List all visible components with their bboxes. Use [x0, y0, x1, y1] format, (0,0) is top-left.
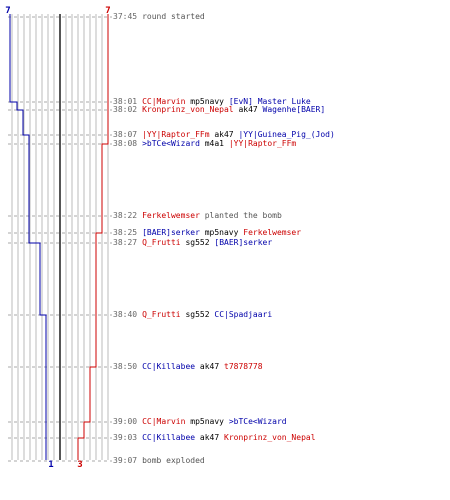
event-row: 38:22 Ferkelwemser planted the bomb — [113, 211, 282, 221]
t-alive-line — [77, 14, 109, 460]
event-row: 38:02 Kronprinz_von_Nepal ak47 Wagenhe[BA… — [113, 105, 325, 115]
t-player-name: Q_Frutti — [142, 310, 181, 319]
event-guide-dashes — [8, 16, 112, 462]
event-row: 39:03 CC|Killabee ak47 Kronprinz_von_Nepa… — [113, 433, 316, 443]
ct-player-name: [BAER]serker — [142, 228, 200, 237]
t-start-count: 7 — [105, 6, 110, 16]
ct-alive-line — [9, 14, 47, 460]
ct-end-count: 1 — [48, 460, 53, 470]
event-time: 37:45 — [113, 12, 138, 21]
event-time: 39:00 — [113, 417, 138, 426]
t-player-name: CC|Marvin — [142, 417, 186, 426]
ct-player-name: CC|Killabee — [142, 362, 196, 371]
t-player-name: |YY|Raptor_FFm — [228, 139, 297, 148]
event-time: 38:07 — [113, 130, 138, 139]
event-time: 39:03 — [113, 433, 138, 442]
event-time: 38:08 — [113, 139, 138, 148]
weapon-name: ak47 — [199, 433, 220, 442]
event-row: 39:07 bomb exploded — [113, 456, 205, 466]
event-row: 38:40 Q_Frutti sg552 CC|Spadjaari — [113, 310, 272, 320]
event-row: 38:08 >bTCe<Wizard m4a1 |YY|Raptor_FFm — [113, 139, 296, 149]
t-player-name: Q_Frutti — [142, 238, 181, 247]
event-time: 38:40 — [113, 310, 138, 319]
event-row: 38:25 [BAER]serker mp5navy Ferkelwemser — [113, 228, 301, 238]
t-player-name: Kronprinz_von_Nepal — [142, 105, 234, 114]
ct-start-count: 7 — [5, 6, 10, 16]
weapon-name: mp5navy — [204, 228, 239, 237]
t-player-name: |YY|Raptor_FFm — [142, 130, 210, 139]
round-timeline-graph: 7 7 1 3 — [5, 6, 112, 470]
weapon-name: sg552 — [185, 238, 210, 247]
event-row: 38:50 CC|Killabee ak47 t7878778 — [113, 362, 263, 372]
event-row: 39:00 CC|Marvin mp5navy >bTCe<Wizard — [113, 417, 287, 427]
t-player-name: CC|Marvin — [142, 97, 186, 106]
event-time: 38:22 — [113, 211, 138, 220]
weapon-name: ak47 — [199, 362, 220, 371]
weapon-name: mp5navy — [190, 97, 224, 106]
event-time: 38:50 — [113, 362, 138, 371]
ct-player-name: [BAER]serker — [214, 238, 273, 247]
ct-player-name: CC|Killabee — [142, 433, 196, 442]
weapon-name: ak47 — [214, 130, 234, 139]
event-time: 38:27 — [113, 238, 138, 247]
ct-player-name: CC|Spadjaari — [214, 310, 273, 319]
event-row: 38:01 CC|Marvin mp5navy [EvN] Master Luke — [113, 97, 311, 107]
event-time: 38:01 — [113, 97, 138, 106]
event-time: 38:02 — [113, 105, 138, 114]
t-end-count: 3 — [77, 460, 82, 470]
weapon-name: m4a1 — [204, 139, 224, 148]
weapon-name: ak47 — [238, 105, 258, 114]
ct-player-name: [EvN] Master Luke — [228, 97, 311, 106]
t-player-name: t7878778 — [224, 362, 263, 371]
t-player-name: Ferkelwemser — [243, 228, 302, 237]
event-text: round started — [142, 12, 205, 21]
event-row: 38:07 |YY|Raptor_FFm ak47 |YY|Guinea_Pig_… — [113, 130, 335, 140]
ct-player-name: |YY|Guinea_Pig_(Jod) — [238, 130, 335, 139]
event-text: planted the bomb — [204, 211, 282, 220]
event-row: 37:45 round started — [113, 12, 205, 22]
t-player-name: Kronprinz_von_Nepal — [224, 433, 316, 442]
weapon-name: sg552 — [185, 310, 210, 319]
ct-player-name: Wagenhe[BAER] — [262, 105, 326, 114]
ct-player-name: >bTCe<Wizard — [228, 417, 287, 426]
event-time: 38:25 — [113, 228, 138, 237]
event-row: 38:27 Q_Frutti sg552 [BAER]serker — [113, 238, 272, 248]
event-log: 37:45 round started 38:01 CC|Marvin mp5navy… — [113, 0, 450, 500]
ct-player-name: >bTCe<Wizard — [142, 139, 200, 148]
event-text: bomb exploded — [142, 456, 205, 465]
event-time: 39:07 — [113, 456, 138, 465]
weapon-name: mp5navy — [190, 417, 224, 426]
t-player-name: Ferkelwemser — [142, 211, 200, 220]
